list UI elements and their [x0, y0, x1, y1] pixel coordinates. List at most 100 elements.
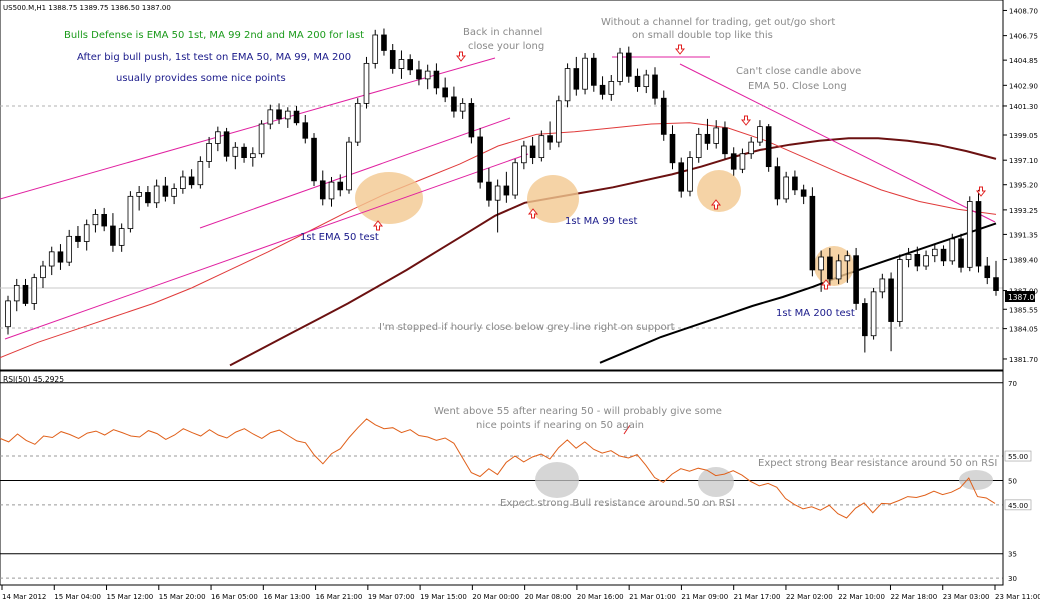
bear-candle [704, 133, 711, 144]
bull-candle [949, 238, 956, 262]
bull-candle [459, 102, 466, 112]
bear-candle [993, 277, 999, 291]
bear-candle [188, 176, 195, 186]
bull-candle [931, 248, 938, 257]
bull-candle [608, 81, 615, 95]
bull-candle [328, 181, 335, 200]
bull-candle [66, 235, 73, 263]
ma99-test-highlight [527, 175, 579, 223]
bull-candle [870, 291, 877, 337]
bull-candle [564, 68, 571, 102]
bull-candle [258, 123, 265, 155]
note-nice-points: usually provides some nice points [116, 73, 286, 84]
bull-candle [40, 265, 46, 279]
rsi-tick-label: 55.00 [1008, 453, 1028, 461]
ma200-path [599, 222, 997, 364]
bear-candle [407, 59, 413, 71]
bull-candle [250, 153, 256, 159]
note-back-in-channel-2: close your long [468, 41, 544, 52]
time-tick-label: 16 Mar 21:00 [316, 593, 363, 601]
time-tick-label: 22 Mar 10:00 [838, 593, 885, 601]
bull-candle [206, 143, 212, 162]
bull-candle [966, 201, 973, 268]
bear-candle [110, 225, 116, 246]
bear-candle [984, 265, 991, 279]
price-tick-label: 1397.10 [1009, 157, 1038, 165]
note-cant-close-1: Can't close candle above [736, 66, 861, 77]
price-tick-label: 1406.75 [1009, 33, 1038, 41]
bear-candle [722, 127, 728, 155]
double-top-highlight [697, 170, 741, 212]
bear-candle [276, 109, 282, 120]
bull-candle [13, 284, 20, 302]
bear-candle [792, 176, 798, 191]
bear-candle [311, 137, 317, 182]
bear-candle [888, 278, 894, 322]
bear-candle [958, 238, 964, 268]
bear-candle [853, 255, 859, 304]
bull-candle [31, 277, 38, 304]
note-ema50-test: 1st EMA 50 test [300, 232, 379, 243]
bull-candle [556, 100, 562, 143]
bull-candle [818, 256, 824, 271]
bull-candle [582, 57, 588, 90]
rsi-line [0, 418, 996, 519]
bull-candle [905, 254, 912, 260]
price-tick-label: 1408.70 [1009, 7, 1038, 15]
bull-candle [153, 185, 160, 204]
rsi-level-lines [0, 371, 1004, 585]
bear-candle [652, 74, 658, 99]
bear-candle [75, 235, 81, 242]
bull-candle [713, 127, 720, 144]
bull-candle [48, 251, 55, 267]
note-without-channel-1: Without a channel for trading, get out/g… [601, 17, 835, 28]
bull-candle [538, 135, 545, 159]
note-rsi-above55-2: nice points if nearing on 50 again [476, 420, 644, 431]
bear-candle [337, 181, 344, 191]
channel-upper-line [0, 57, 496, 200]
bear-candle [503, 185, 510, 196]
price-tick-label: 1399.05 [1009, 132, 1038, 140]
bull-candle [695, 133, 702, 159]
bear-candle [57, 251, 64, 263]
bull-candle [521, 145, 527, 164]
time-tick-label: 19 Mar 07:00 [368, 593, 415, 601]
bull-candle [783, 176, 789, 200]
rsi-title: RSI(50) 45.2925 [3, 375, 64, 384]
downtrend-line [679, 63, 996, 223]
bear-candle [730, 153, 737, 170]
bear-candle [669, 133, 676, 164]
bear-candle [477, 136, 483, 183]
bull-candle [363, 62, 370, 104]
price-tick-label: 1404.85 [1009, 57, 1038, 65]
note-ma99-test: 1st MA 99 test [565, 216, 638, 227]
ma200-test-highlight [814, 246, 854, 286]
time-tick-label: 21 Mar 17:00 [734, 593, 781, 601]
bear-candle [302, 122, 309, 139]
bear-candle [634, 75, 641, 88]
time-tick-label: 20 Mar 16:00 [577, 593, 624, 601]
bear-candle [433, 70, 440, 89]
bear-candle [591, 57, 597, 86]
bear-candle [827, 256, 833, 280]
time-tick-label: 20 Mar 00:00 [472, 593, 519, 601]
ma200-line [599, 222, 997, 364]
note-back-in-channel-1: Back in channel [463, 27, 542, 38]
time-tick-label: 20 Mar 08:00 [525, 593, 572, 601]
bear-candle [800, 189, 807, 197]
price-tick-label: 1385.55 [1009, 306, 1038, 314]
time-tick-labels: 14 Mar 2012 15 Mar 04:00 15 Mar 12:00 15 Ma… [1, 585, 1040, 601]
bear-candle [547, 135, 553, 143]
sell-arrow-right [975, 186, 987, 197]
price-annotations: Bulls Defense is EMA 50 1st, MA 99 2nd a… [64, 17, 861, 333]
bull-candle [284, 110, 291, 120]
rsi-tick-label: 50 [1008, 477, 1017, 485]
bull-candle [83, 224, 90, 242]
ma99-path [229, 137, 997, 367]
bull-candle [512, 162, 518, 196]
rsi-tick-label: 30 [1008, 575, 1017, 583]
time-tick-label: 19 Mar 15:00 [420, 593, 467, 601]
bull-candle [127, 195, 134, 229]
